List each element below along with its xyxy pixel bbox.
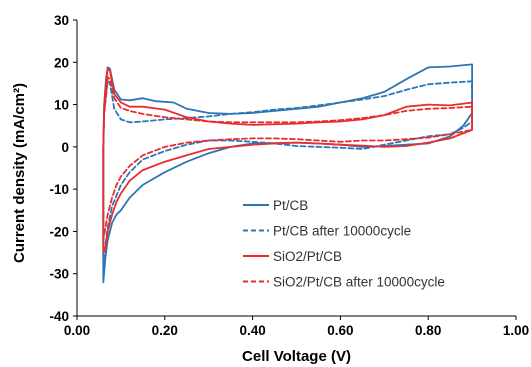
x-tick-label: 1.00 [503,323,529,338]
series-line-3 [102,67,473,254]
series-layer [102,63,473,284]
y-tick-label: -30 [49,267,69,282]
x-tick-label: 0.40 [239,323,265,338]
y-tick-label: -40 [49,309,69,324]
x-axis-title: Cell Voltage (V) [242,348,351,365]
x-tick-label: 0.00 [64,323,90,338]
legend-label: Pt/CB after 10000cycle [273,224,411,239]
series-line-4 [102,76,473,241]
series-line-2 [102,80,473,267]
x-tick-label: 0.20 [152,323,178,338]
legend-label: SiO2/Pt/CB [273,249,342,264]
y-tick-label: 10 [54,98,69,113]
x-tick-label: 0.60 [327,323,353,338]
series-line-1 [102,63,473,284]
legend: Pt/CB Pt/CB after 10000cycle SiO2/Pt/CB SiO… [243,198,445,290]
axes: 0.00 0.20 0.40 0.60 0.80 1.00 30 20 10 0 -10 -20 -30… [49,13,529,338]
x-tick-label: 0.80 [415,323,441,338]
legend-label: Pt/CB [273,198,308,213]
legend-label: SiO2/Pt/CB after 10000cycle [273,275,445,290]
y-axis-title: Current density (mA/cm²) [11,83,28,263]
y-tick-label: 0 [61,140,69,155]
y-tick-label: 30 [54,13,69,28]
y-tick-label: -10 [49,182,69,197]
y-tick-label: 20 [54,55,69,70]
y-tick-label: -20 [49,224,69,239]
